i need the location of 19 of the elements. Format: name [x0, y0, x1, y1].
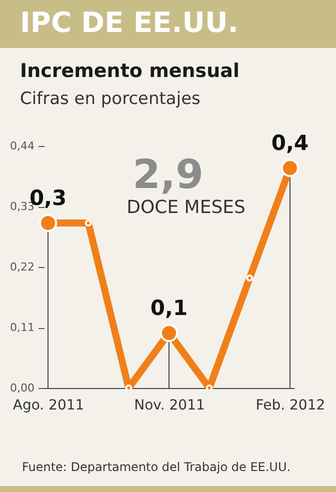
y-tick-label: 0,11 [10, 321, 34, 334]
y-tick-label: 0,22 [10, 260, 34, 274]
x-tick-label: Feb. 2012 [256, 398, 326, 414]
annotation: DOCE MESES [126, 197, 246, 218]
point [206, 384, 213, 392]
y-tick-label: 0,00 [10, 382, 34, 394]
point [84, 220, 92, 226]
point [246, 274, 254, 282]
y-axis-title: Cifras en porcentajes [20, 89, 200, 109]
source-note: Fuente: Departamento del Trabajo de EE.UU. [22, 460, 291, 474]
text: 0,4 [271, 131, 309, 155]
text: 0,1 [150, 296, 188, 320]
x-tick-label: Ago. 2011 [12, 398, 84, 414]
annotation: 2,9 [132, 152, 204, 198]
x-tick-label: Nov. 2011 [134, 398, 205, 414]
point [125, 384, 132, 392]
chart-subtitle: Incremento mensual [20, 60, 240, 82]
chart-title: IPC DE EE.UU. [20, 6, 238, 39]
y-tick-label: 0,44 [10, 140, 34, 152]
